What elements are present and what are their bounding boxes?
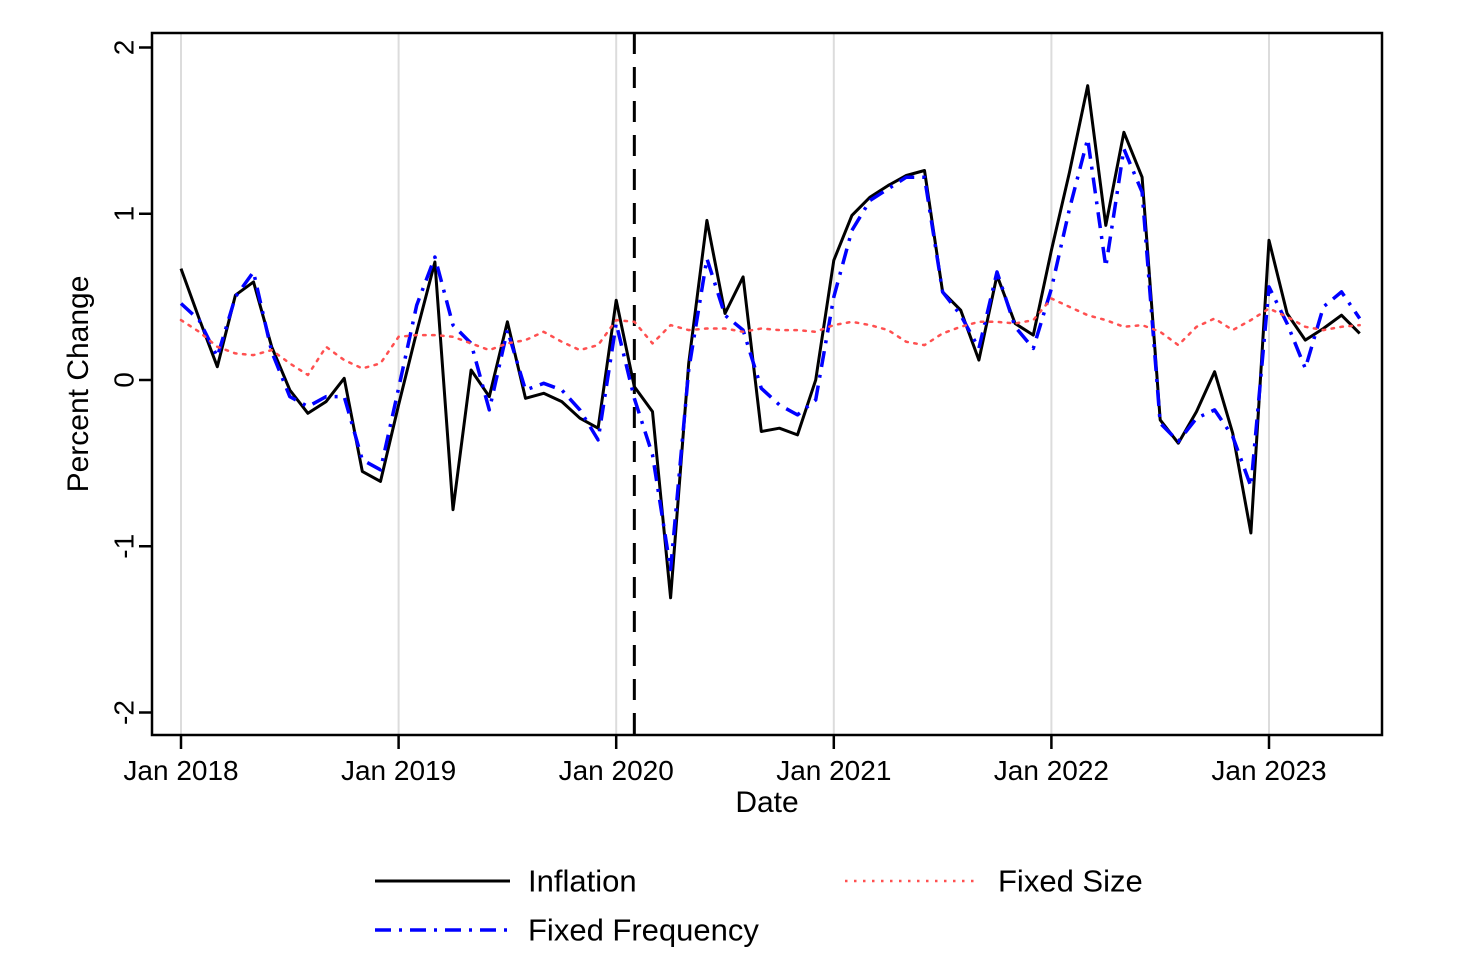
fixed-size-line — [179, 297, 1361, 377]
legend-label-inflation: Inflation — [528, 864, 637, 899]
legend: Inflation Fixed Size Fixed Frequency — [375, 864, 1143, 948]
legend-label-fixed-size: Fixed Size — [998, 864, 1143, 899]
x-tick-label: Jan 2023 — [1211, 755, 1326, 786]
axis-ticks — [139, 46, 1271, 749]
y-tick-label: -2 — [109, 700, 140, 725]
x-tick-label: Jan 2021 — [776, 755, 891, 786]
x-tick-label: Jan 2018 — [123, 755, 238, 786]
x-tick-label: Jan 2019 — [341, 755, 456, 786]
fixed-frequency-line — [179, 137, 1362, 572]
y-axis-title: Percent Change — [62, 276, 95, 493]
y-tick-label: -1 — [109, 534, 140, 559]
x-axis-title: Date — [735, 786, 798, 819]
axis-tick-labels: 2 1 0 -1 -2 Jan 2018 Jan 2019 Jan 2020 Jan 2021 J… — [109, 40, 1327, 786]
y-tick-label: 0 — [109, 372, 140, 388]
y-tick-label: 1 — [109, 206, 140, 222]
legend-label-fixed-frequency: Fixed Frequency — [528, 913, 759, 948]
y-tick-label: 2 — [109, 40, 140, 56]
plot-frame — [150, 31, 1384, 737]
x-tick-label: Jan 2022 — [994, 755, 1109, 786]
x-tick-label: Jan 2020 — [559, 755, 674, 786]
data-series — [179, 84, 1362, 600]
vertical-gridlines — [180, 33, 1270, 735]
